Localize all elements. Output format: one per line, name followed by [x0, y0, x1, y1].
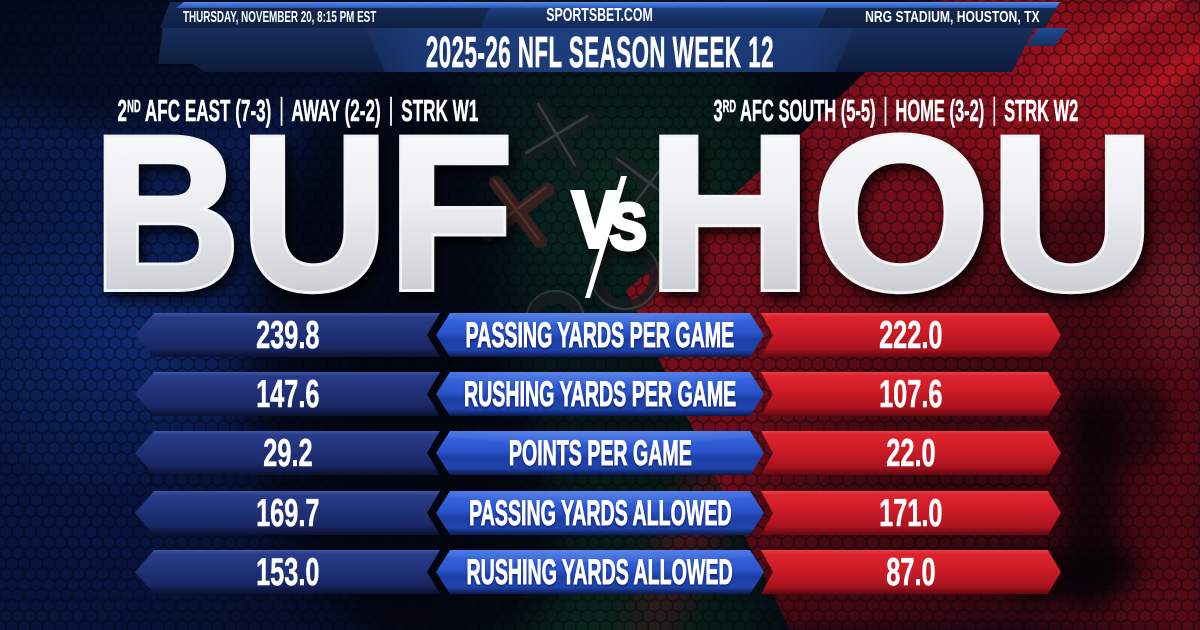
svg-text:BUF: BUF	[93, 91, 513, 336]
svg-text:HOU: HOU	[647, 90, 1155, 336]
